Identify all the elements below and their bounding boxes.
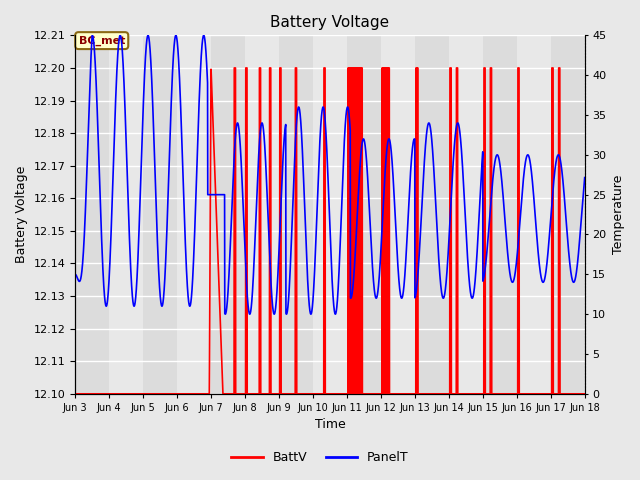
Bar	[381, 36, 415, 394]
Bar	[75, 36, 109, 394]
Bar	[109, 36, 143, 394]
Bar	[516, 36, 550, 394]
Bar	[550, 36, 585, 394]
Y-axis label: Temperature: Temperature	[612, 175, 625, 254]
Bar	[449, 36, 483, 394]
Bar	[313, 36, 347, 394]
Bar	[347, 36, 381, 394]
Text: BC_met: BC_met	[79, 36, 125, 46]
Bar	[177, 36, 211, 394]
Bar	[211, 36, 245, 394]
Bar	[143, 36, 177, 394]
Bar	[279, 36, 313, 394]
Legend: BattV, PanelT: BattV, PanelT	[227, 446, 413, 469]
Bar	[415, 36, 449, 394]
Bar	[483, 36, 516, 394]
Title: Battery Voltage: Battery Voltage	[270, 15, 390, 30]
Bar	[245, 36, 279, 394]
X-axis label: Time: Time	[314, 419, 346, 432]
Y-axis label: Battery Voltage: Battery Voltage	[15, 166, 28, 263]
